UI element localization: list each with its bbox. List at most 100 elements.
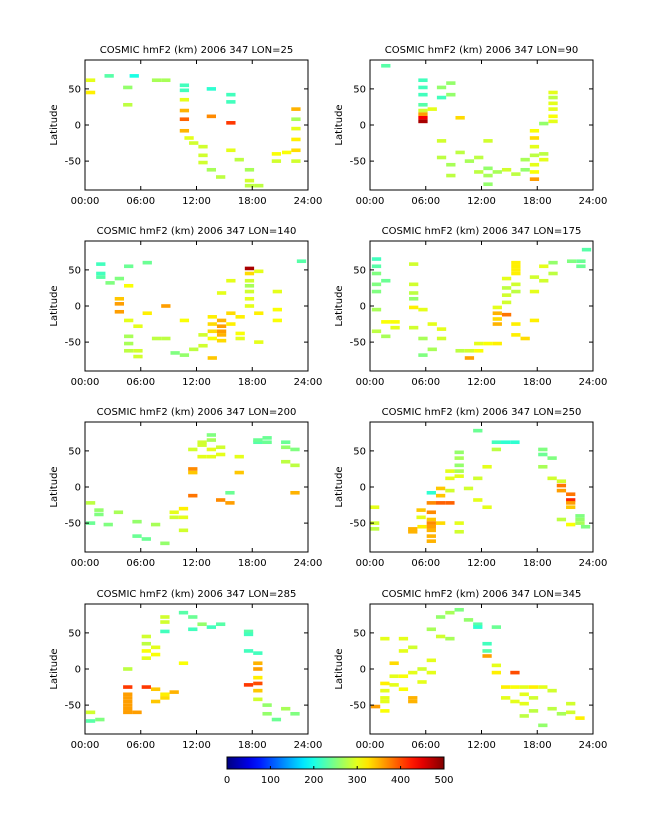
data-cell [511,264,521,269]
data-cell [529,136,540,140]
data-cell [445,488,455,493]
data-cell [179,353,190,357]
data-cell [408,670,418,675]
data-cell [207,336,217,341]
colorbar-tick-label: 100 [261,775,280,786]
data-cell [226,322,236,326]
data-cell [520,167,530,172]
data-cell [272,307,282,312]
data-cell [178,661,189,666]
x-tick-label: 24:00 [294,740,323,751]
data-cell [519,714,529,718]
y-tick-label: 0 [360,121,366,132]
data-cell [271,717,282,722]
data-cell [124,283,134,288]
data-cell [114,276,125,281]
y-tick-label: 50 [353,628,366,639]
x-tick-label: 00:00 [71,196,100,207]
y-tick-label: 50 [68,628,81,639]
data-cell [198,153,208,158]
data-cell [290,463,300,468]
y-axis-label: Latitude [334,285,345,326]
y-axis-label: Latitude [49,285,60,326]
data-cell [235,315,245,319]
data-cell [133,348,143,353]
data-cell [291,126,301,131]
data-cell [483,166,493,171]
data-cell [206,447,217,452]
data-cell [291,159,301,163]
data-cell [216,452,226,457]
panel-title: COSMIC hmF2 (km) 2006 347 LON=285 [97,589,297,600]
data-cell [435,501,446,505]
data-cell [161,336,171,341]
y-tick-label: 0 [75,121,81,132]
data-cell [501,440,511,445]
y-tick-label: 0 [75,665,81,676]
data-cell [371,307,382,312]
data-cell [123,102,133,107]
data-cell [160,692,170,697]
data-cell [197,443,207,447]
data-cell [95,717,105,722]
data-cell [189,141,199,145]
y-axis-label: Latitude [334,466,345,507]
data-cell [161,78,171,83]
x-tick-label: 00:00 [71,558,100,569]
panel-title: COSMIC hmF2 (km) 2006 347 LON=25 [100,45,293,56]
data-cell [529,318,540,323]
data-cell [548,90,558,95]
data-cell [389,674,399,679]
data-cell [454,607,464,612]
data-cell [235,331,245,336]
y-tick-label: 0 [75,302,81,313]
data-cell [473,428,483,433]
data-cell [418,353,428,357]
data-cell [207,329,217,334]
data-cell [254,340,264,344]
x-tick-label: 12:00 [467,558,496,569]
data-cell [408,699,418,704]
data-cell [243,629,254,634]
data-cell [103,522,113,527]
data-cell [426,501,436,505]
data-cell [566,710,576,715]
data-cell [426,670,436,675]
data-cell [547,688,557,693]
data-cell [225,490,235,495]
data-cell [426,490,436,495]
data-cell [418,102,428,107]
data-cell [389,661,399,666]
data-cell [226,311,236,316]
data-cell [380,688,390,693]
x-tick-label: 06:00 [126,377,155,388]
data-cell [529,177,540,181]
data-cell [178,515,189,520]
data-cell [426,627,436,632]
data-cell [198,343,208,348]
data-cell [253,440,263,445]
data-cell [206,87,217,91]
data-cell [417,667,427,671]
data-cell [501,300,512,305]
data-cell [142,311,152,316]
data-cell [556,488,567,493]
data-cell [511,322,521,326]
data-cell [290,711,300,716]
data-cell [548,107,558,111]
data-cell [436,95,447,100]
data-cell [390,320,400,324]
data-cell [482,654,492,658]
data-cell [426,517,436,522]
x-tick-label: 12:00 [182,740,211,751]
data-cell [141,634,151,639]
panel-2: COSMIC hmF2 (km) 2006 347 LON=90 00:00 06:… [334,45,607,207]
data-cell [141,641,151,646]
data-cell [281,440,291,445]
data-cell [262,440,272,445]
data-cell [455,115,465,120]
data-cell [398,636,409,641]
data-cell [575,514,585,518]
data-cell [409,291,419,295]
